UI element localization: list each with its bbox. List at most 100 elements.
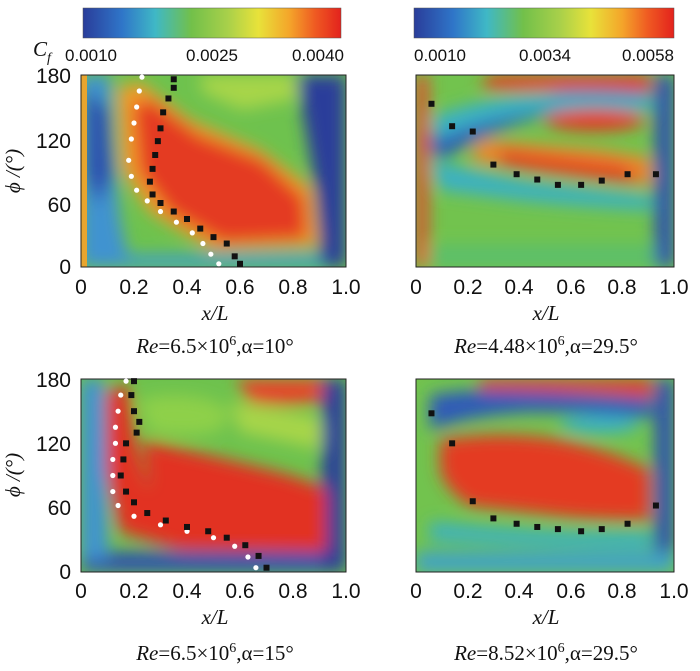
predicted-transition-point [134, 104, 140, 110]
x-tick-label: 0 [410, 580, 422, 603]
x-tick-label: 0.4 [172, 276, 202, 299]
measured-transition-point [120, 456, 127, 463]
x-axis-label: x/L [532, 301, 560, 325]
panel-4-frame [415, 378, 675, 573]
x-tick-label: 1.0 [331, 276, 360, 299]
y-axis-label: ϕ /(°) [1, 149, 25, 193]
y-tick-label: 0 [59, 561, 71, 584]
colorbar-tick: 0.0010 [414, 46, 466, 65]
measured-transition-point [598, 177, 605, 184]
measured-transition-point [624, 171, 631, 178]
predicted-transition-point [173, 219, 179, 225]
predicted-transition-point [208, 251, 214, 257]
panel-2-contour [416, 75, 674, 267]
measured-transition-point [513, 171, 520, 178]
measured-transition-point [184, 523, 190, 530]
x-tick-label: 0.6 [225, 580, 254, 603]
measured-transition-point [123, 440, 130, 447]
x-tick-label: 0.6 [225, 276, 254, 299]
predicted-transition-point [245, 554, 251, 560]
y-tick-label: 120 [36, 130, 71, 153]
predicted-transition-point [128, 136, 134, 142]
measured-transition-point [624, 520, 631, 527]
predicted-transition-point [136, 88, 142, 94]
x-tick-label: 0.4 [504, 276, 534, 299]
measured-transition-point [255, 552, 262, 559]
colorbar-tick: 0.0034 [519, 46, 571, 65]
x-tick-label: 0.8 [278, 580, 307, 603]
y-tick-label: 0 [59, 256, 71, 279]
measured-transition-point [223, 534, 230, 541]
panel-2-caption: Re=4.48×106,α=29.5° [453, 334, 638, 358]
x-axis-label: x/L [201, 605, 229, 629]
x-tick-label: 0.2 [453, 580, 482, 603]
measured-transition-point [170, 84, 177, 91]
measured-transition-point [117, 472, 124, 479]
x-tick-label: 1.0 [659, 276, 688, 299]
measured-transition-point [160, 109, 167, 116]
measured-transition-point [154, 138, 161, 145]
measured-transition-point [165, 95, 172, 102]
predicted-transition-point [131, 120, 137, 126]
measured-transition-point [513, 520, 520, 527]
measured-transition-point [237, 260, 243, 267]
measured-transition-point [123, 488, 130, 495]
measured-transition-point [578, 181, 585, 188]
x-tick-label: 0 [410, 276, 422, 299]
measured-transition-point [652, 171, 659, 178]
predicted-transition-point [110, 472, 116, 479]
measured-transition-point [157, 200, 164, 206]
measured-transition-point [149, 191, 156, 198]
panel-4-caption: Re=8.52×106,α=29.5° [453, 641, 638, 665]
predicted-transition-point [115, 502, 121, 509]
measured-transition-point [205, 528, 212, 535]
measured-transition-point [170, 76, 177, 83]
measured-transition-point [534, 523, 541, 530]
measured-transition-point [149, 165, 156, 172]
measured-transition-point [598, 526, 605, 533]
colorbar-tick: 0.0025 [186, 46, 238, 65]
predicted-transition-point [112, 424, 119, 430]
y-tick-label: 180 [36, 65, 71, 88]
predicted-transition-point [112, 440, 119, 446]
measured-transition-point [170, 208, 177, 215]
colorbar-left [82, 7, 342, 39]
predicted-transition-point [131, 513, 137, 519]
x-tick-label: 0.8 [607, 276, 636, 299]
x-axis-label: x/L [201, 301, 229, 325]
measured-transition-point [131, 499, 137, 506]
panel-3-frame [80, 378, 347, 573]
panel-1-frame [80, 74, 347, 268]
predicted-transition-point [139, 74, 145, 80]
measured-transition-point [490, 161, 497, 168]
colorbar-label: Cf [33, 37, 53, 66]
predicted-transition-point [128, 173, 134, 179]
measured-transition-point [652, 502, 659, 509]
predicted-transition-point [210, 535, 217, 541]
measured-transition-point [152, 152, 159, 158]
predicted-transition-point [110, 456, 116, 463]
predicted-transition-point [157, 522, 164, 528]
measured-transition-point [242, 542, 249, 549]
measured-transition-point [128, 392, 135, 399]
x-tick-label: 0 [75, 580, 87, 603]
x-tick-label: 0.8 [607, 580, 636, 603]
transition-markers [110, 74, 659, 571]
measured-transition-point [197, 225, 204, 232]
x-tick-label: 0.2 [453, 276, 482, 299]
panel-3-caption: Re=6.5×106,α=15° [135, 641, 294, 665]
measured-transition-point [263, 564, 270, 571]
colorbar-tick: 0.0040 [292, 46, 344, 65]
measured-transition-point [136, 418, 143, 425]
predicted-transition-point [232, 543, 238, 549]
panel-1-caption: Re=6.5×106,α=10° [135, 334, 294, 358]
measured-transition-point [133, 429, 140, 436]
measured-transition-point [131, 408, 137, 415]
y-tick-label: 60 [48, 497, 71, 520]
x-tick-label: 0.6 [556, 580, 585, 603]
measured-transition-point [428, 410, 435, 417]
predicted-transition-point [216, 261, 222, 267]
measured-transition-point [554, 181, 561, 188]
predicted-transition-point [157, 208, 164, 215]
